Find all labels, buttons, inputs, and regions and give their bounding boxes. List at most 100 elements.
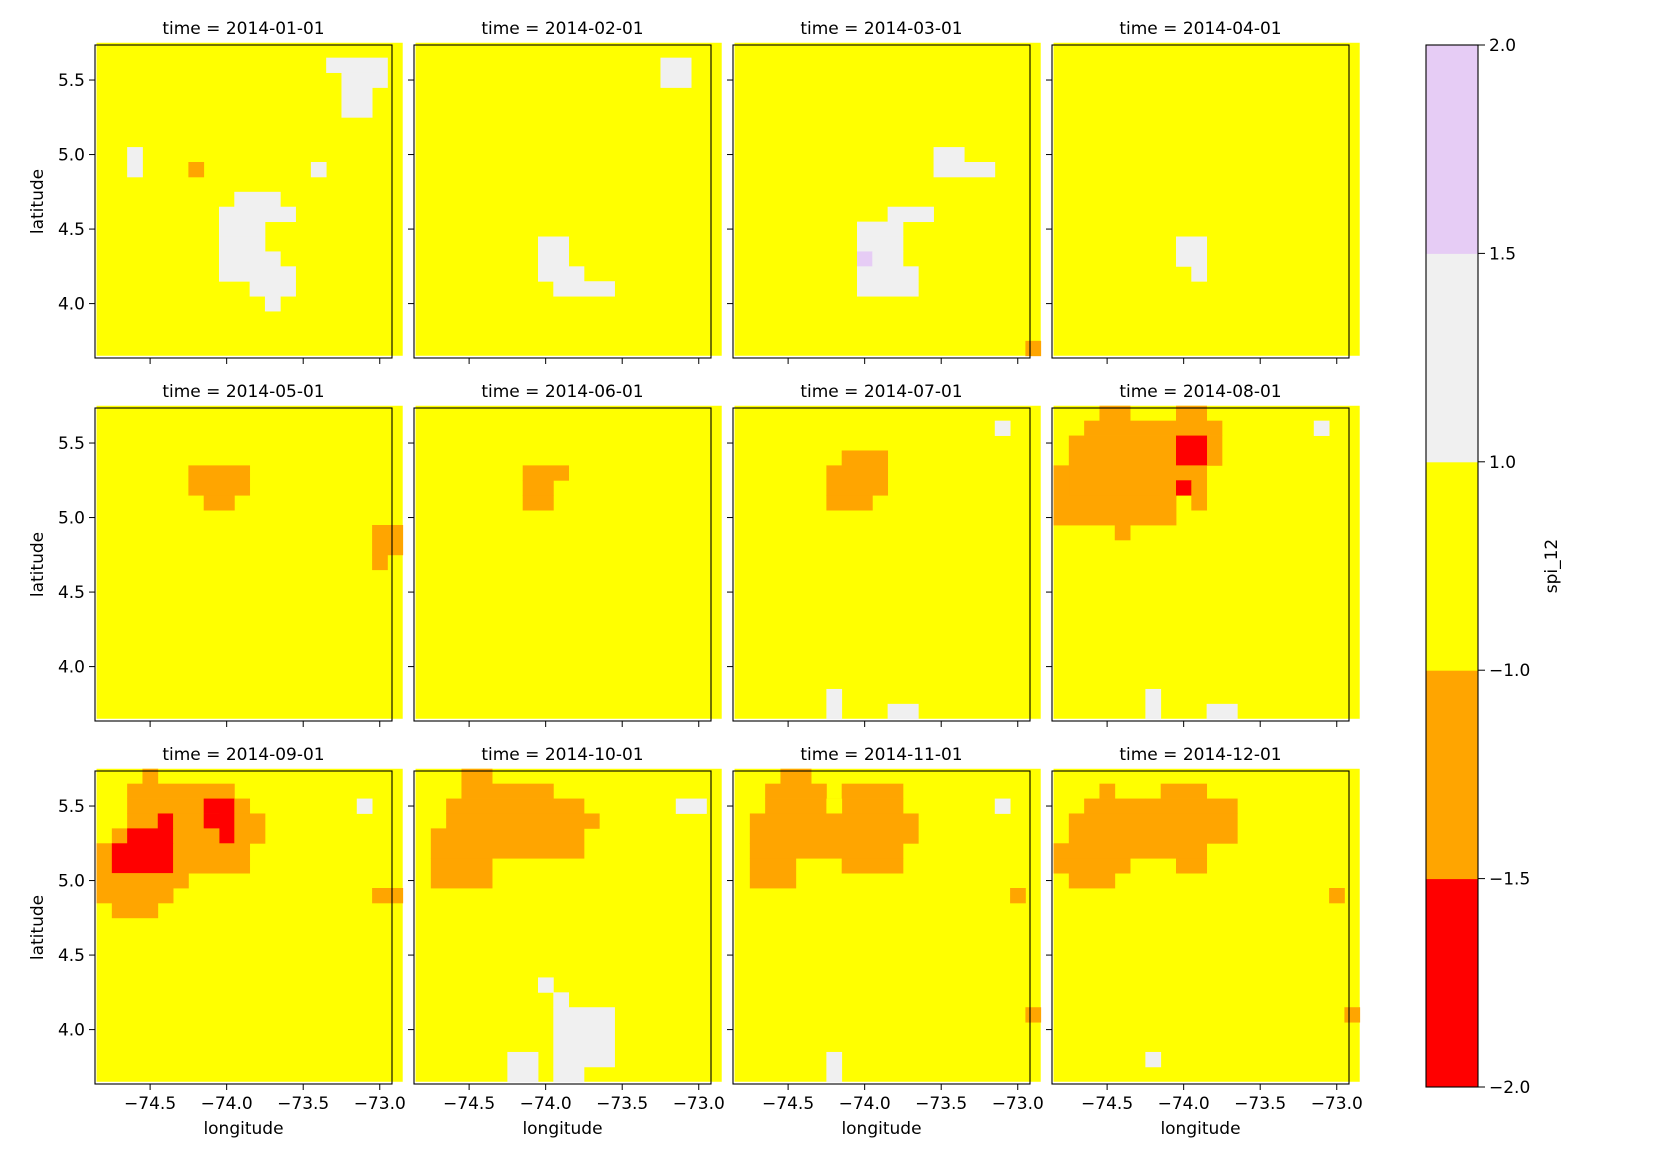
panel-cell (553, 992, 570, 1008)
panel-title: time = 2014-06-01 (481, 382, 643, 402)
panel-cell (96, 873, 189, 889)
panel-cell (1160, 480, 1177, 496)
x-tick-label: −73.5 (277, 1094, 329, 1114)
panel-background-cells (415, 405, 722, 719)
panel-cell (522, 495, 554, 511)
x-tick-label: −74.5 (443, 1094, 495, 1114)
panel-10: time = 2014-10-01 −74.5 −74.0 −73.5 −73.0 lon… (408, 745, 725, 1139)
y-tick-label: 5.0 (58, 146, 85, 166)
panel-cell (887, 206, 934, 223)
panel-5: time = 2014-05-01 4.0 4.5 5.0 5.5 latitude (28, 382, 404, 727)
colorbar-band (1426, 461, 1478, 671)
panel-cell (1099, 783, 1116, 799)
panel-cell (372, 525, 404, 556)
x-tick-label: −74.0 (201, 1094, 253, 1114)
panel-title: time = 2014-03-01 (800, 19, 962, 39)
panel-cell (538, 266, 585, 282)
panel-cell (310, 162, 327, 178)
x-tick-label: −74.5 (762, 1094, 814, 1114)
panel-cell (341, 72, 388, 88)
x-axis-label: longitude (522, 1119, 602, 1139)
panel-frame (1051, 770, 1350, 1085)
panel-cell (1025, 340, 1042, 357)
panel-cell (111, 902, 159, 919)
colorbar-tick-label: 1.5 (1489, 244, 1516, 264)
y-tick-label: 4.0 (58, 295, 85, 315)
panel-cell (1053, 465, 1070, 526)
panel-cell (857, 236, 904, 252)
panel-cell (157, 813, 174, 829)
y-tick-label: 5.5 (58, 71, 85, 91)
panel-cell (780, 768, 812, 785)
panel-cell (826, 465, 889, 496)
panel-cell (1068, 873, 1116, 889)
panel-cell (127, 828, 174, 844)
panel-cell (1206, 703, 1238, 720)
panel-cell (933, 162, 996, 178)
x-tick-label: −73.5 (1234, 1094, 1286, 1114)
panel-cell (1329, 888, 1345, 904)
panel-3: time = 2014-03-01 (727, 19, 1042, 364)
panel-cell (1176, 420, 1223, 436)
y-tick-label: 4.5 (58, 583, 85, 603)
panel-cell (553, 1007, 615, 1068)
colorbar-tick-label: 2.0 (1489, 36, 1516, 56)
panel-frame (1051, 44, 1350, 359)
panel-cell (1114, 525, 1131, 541)
panel-cell (219, 236, 266, 252)
colorbar-label: spi_12 (1542, 539, 1562, 594)
panel-background-cells (1053, 42, 1360, 356)
y-tick-label: 5.5 (58, 797, 85, 817)
colorbar-band (1426, 878, 1478, 1088)
panel-cell (1053, 858, 1131, 874)
y-axis-label: latitude (28, 532, 48, 597)
panel-cell (446, 813, 600, 829)
colorbar-band (1426, 253, 1478, 463)
y-tick-label: 4.5 (58, 220, 85, 240)
panel-cell (841, 858, 904, 874)
panel-cell (1176, 435, 1208, 466)
x-tick-label: −74.0 (839, 1094, 891, 1114)
x-tick-label: −73.0 (992, 1094, 1044, 1114)
panel-title: time = 2014-02-01 (481, 19, 643, 39)
panel-cell (96, 843, 113, 874)
panel-cell (1145, 798, 1238, 814)
panel-background-cells (734, 42, 1041, 356)
panel-cell (234, 813, 266, 844)
panel-cell (1053, 843, 1208, 859)
panel-cell (1206, 435, 1223, 466)
panel-background-cells (96, 405, 403, 719)
panel-cell (1084, 420, 1177, 436)
panel-cell (660, 57, 692, 88)
panel-cell (553, 281, 615, 297)
panel-6: time = 2014-06-01 (408, 382, 722, 727)
x-tick-label: −73.0 (673, 1094, 725, 1114)
x-tick-label: −74.0 (520, 1094, 572, 1114)
x-axis-label: longitude (841, 1119, 921, 1139)
y-tick-label: 5.0 (58, 872, 85, 892)
panel-frame (413, 770, 712, 1085)
x-tick-label: −73.5 (915, 1094, 967, 1114)
panel-cell (96, 888, 174, 904)
panel-frame (94, 44, 393, 359)
panel-cell (857, 266, 919, 282)
panel-cell (1025, 1007, 1042, 1023)
panel-cell (1191, 266, 1208, 282)
panel-cell (219, 221, 266, 237)
panel-cell (372, 554, 388, 571)
colorbar-tick-label: −1.0 (1489, 661, 1530, 681)
x-tick-label: −73.0 (1311, 1094, 1363, 1114)
panel-cell (1176, 405, 1208, 422)
panel-cell (522, 480, 554, 496)
panel-cell (841, 783, 904, 799)
panel-cell (749, 858, 797, 889)
panel-title: time = 2014-12-01 (1119, 745, 1281, 765)
panel-title: time = 2014-09-01 (162, 745, 324, 765)
panel-cell (372, 888, 404, 904)
panel-cell (249, 281, 296, 297)
panel-cell (675, 798, 707, 814)
panel-cell (826, 688, 843, 720)
panel-cell (234, 798, 251, 814)
y-axis-label: latitude (28, 169, 48, 234)
